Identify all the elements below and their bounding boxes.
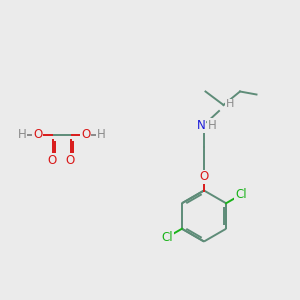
Text: H: H — [226, 99, 234, 110]
Text: Cl: Cl — [235, 188, 247, 201]
Text: O: O — [48, 154, 57, 167]
Text: N: N — [196, 118, 206, 132]
Text: H: H — [17, 128, 26, 142]
Text: O: O — [33, 128, 42, 142]
Text: O: O — [200, 170, 208, 184]
Text: O: O — [66, 154, 75, 167]
Text: Cl: Cl — [161, 231, 173, 244]
Text: H: H — [97, 128, 106, 142]
Text: H: H — [208, 118, 217, 132]
Text: O: O — [81, 128, 90, 142]
